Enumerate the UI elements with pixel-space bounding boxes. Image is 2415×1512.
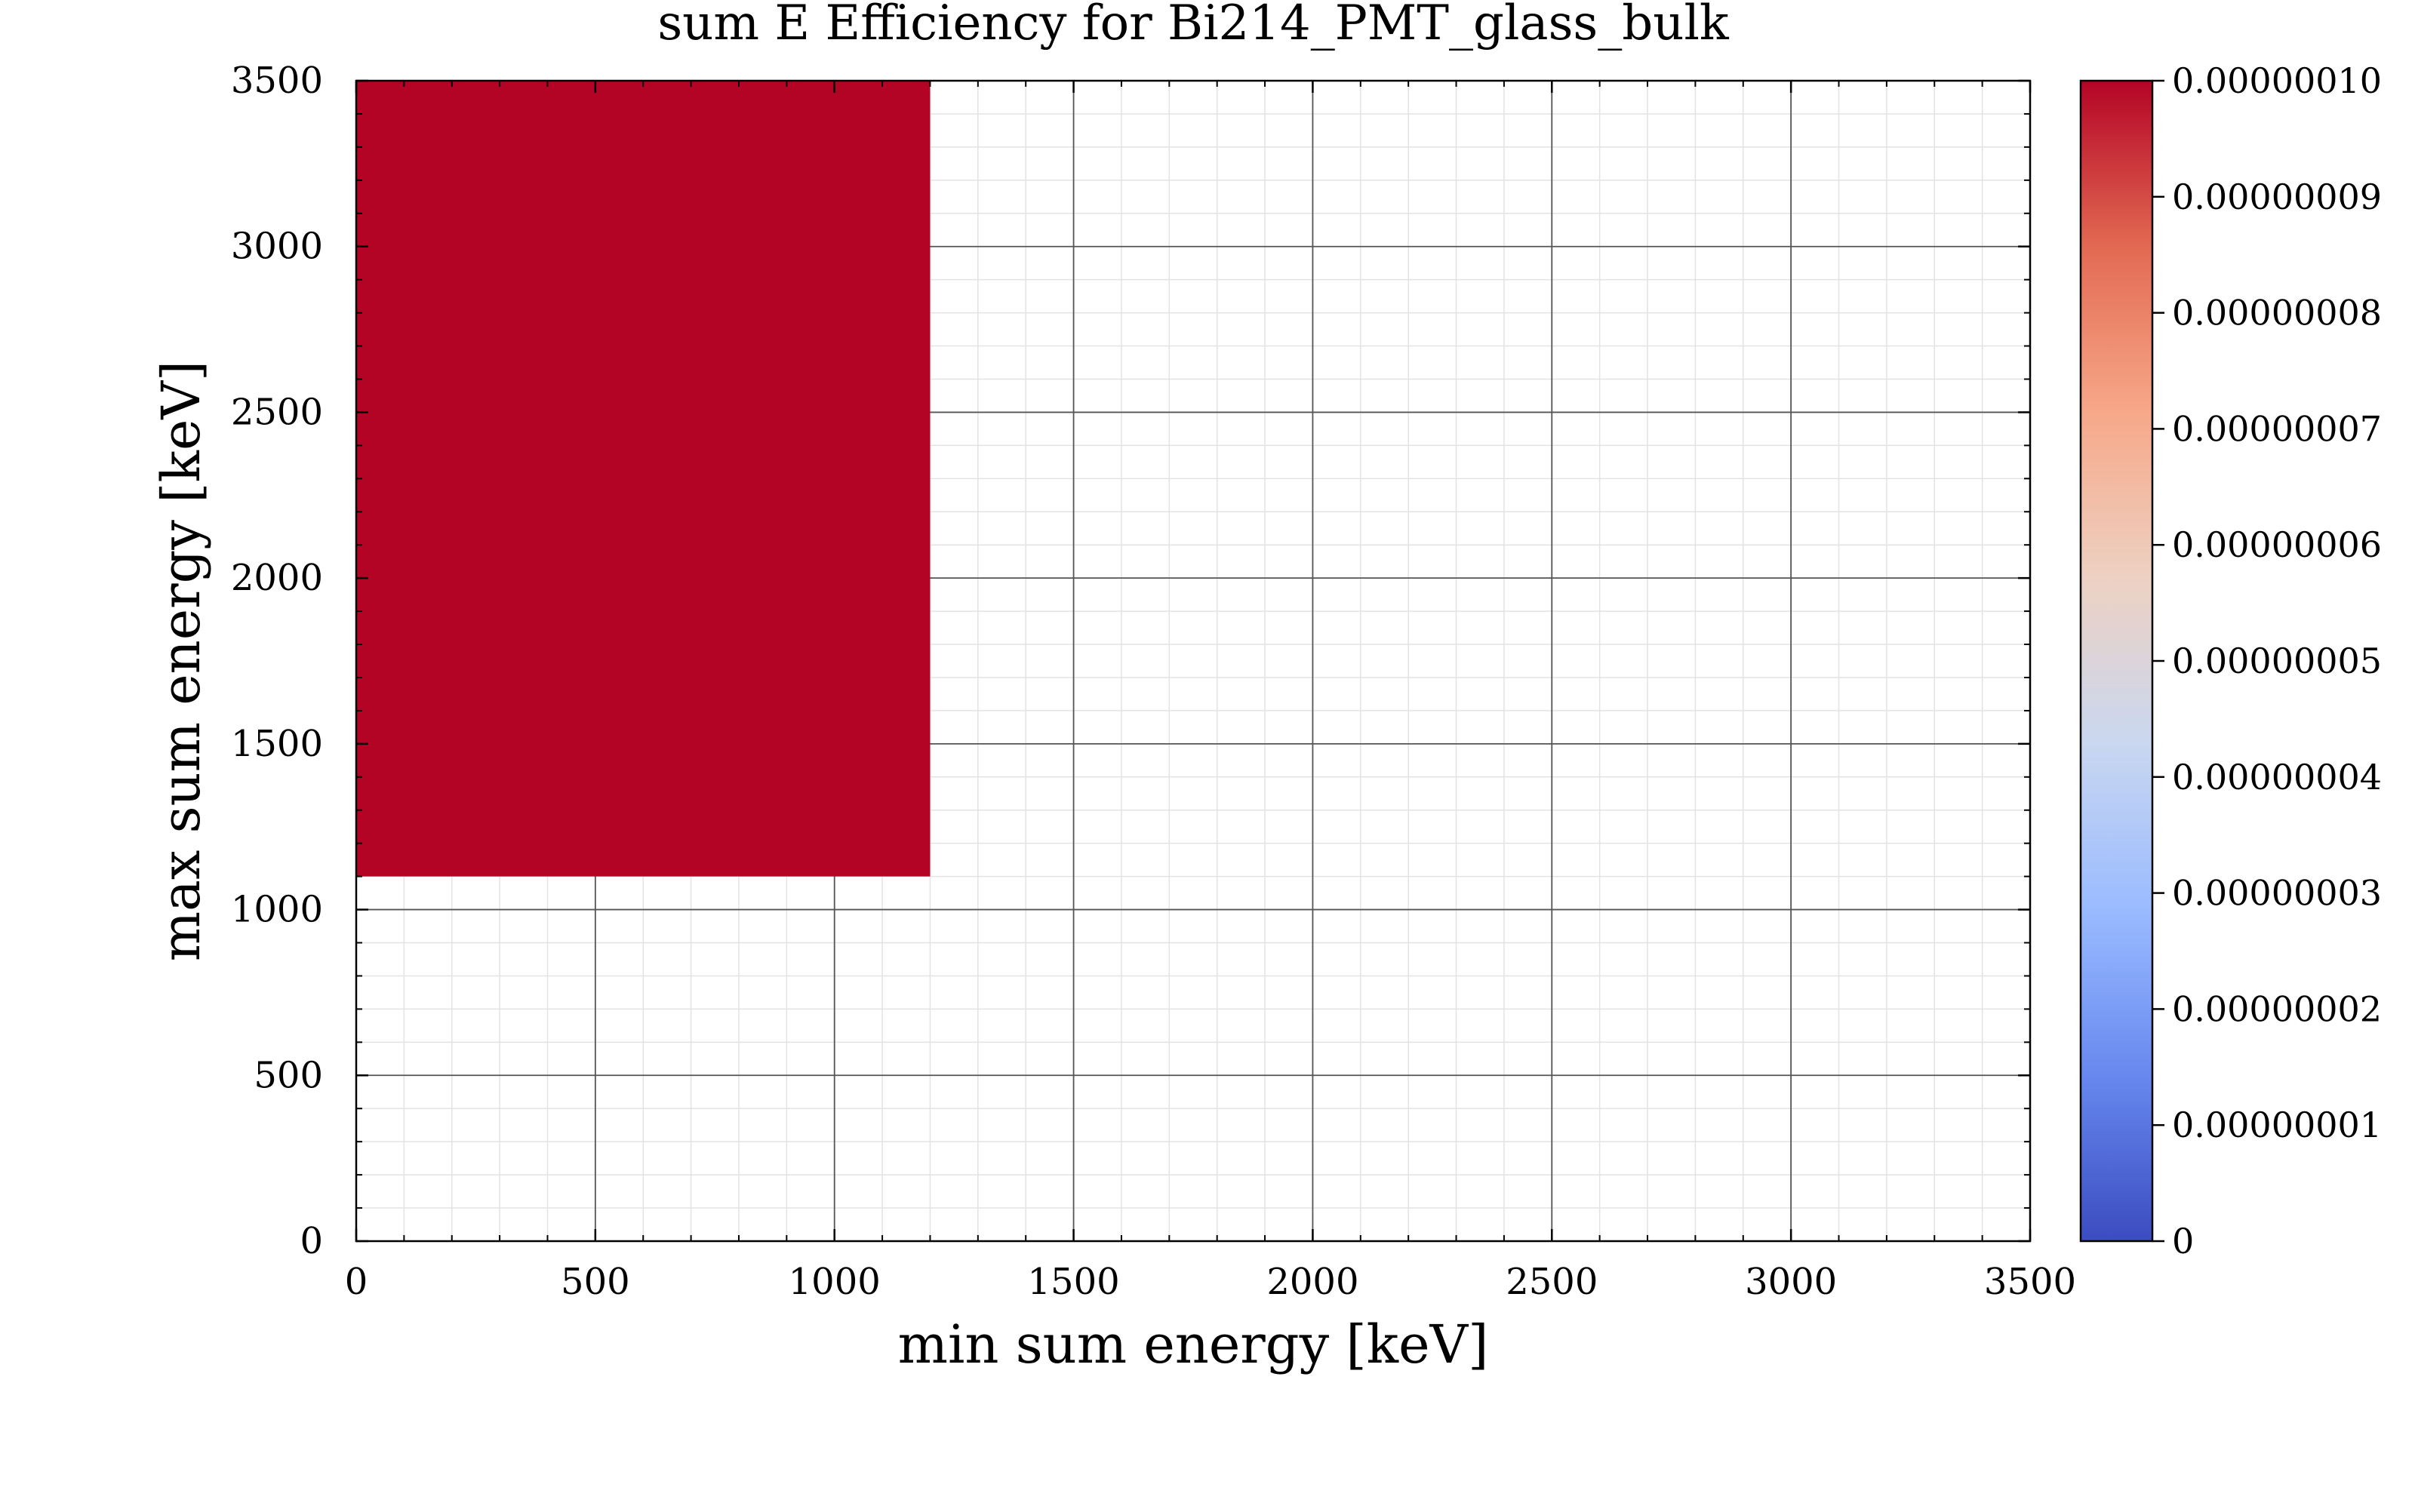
colorbar-tick-label: 0 [2172,1221,2194,1262]
y-tick-label: 2500 [231,391,323,433]
y-tick-label: 500 [254,1054,323,1096]
colorbar-tick-label: 0.00000010 [2172,60,2382,101]
heatmap-cells [356,81,931,877]
plot-frame [355,79,2032,1243]
colorbar: 0 0.00000001 0.00000002 0.00000003 0.0000000… [2079,60,2382,1262]
colorbar-gradient [2079,79,2154,1243]
chart-title: sum E Efficiency for Bi214_PMT_glass_bul… [657,0,1730,51]
colorbar-tick-label: 0.00000009 [2172,177,2382,217]
y-axis-label: max sum energy [keV] [150,361,212,962]
colorbar-tick-label: 0.00000008 [2172,293,2382,333]
y-tick-label: 1000 [231,889,323,931]
y-tick-label: 2000 [231,557,323,599]
x-tick-label: 2500 [1506,1261,1598,1303]
colorbar-tick-label: 0.00000007 [2172,408,2382,449]
x-tick-label: 0 [345,1261,368,1303]
colorbar-tick-label: 0.00000004 [2172,757,2382,797]
colorbar-tick-label: 0.00000005 [2172,641,2382,681]
heatmap-cell [356,81,931,877]
colorbar-tick-label: 0.00000001 [2172,1105,2382,1145]
x-axis-label: min sum energy [keV] [898,1314,1489,1375]
x-tick-label: 3000 [1745,1261,1837,1303]
y-tick-label: 3500 [231,60,323,102]
x-tick-label: 3500 [1984,1261,2076,1303]
x-tick-label: 1000 [789,1261,881,1303]
x-tick-label: 2000 [1266,1261,1358,1303]
colorbar-tick-label: 0.00000006 [2172,524,2382,565]
x-tick-label: 1500 [1027,1261,1119,1303]
axis-ticks [355,79,2032,1243]
y-tick-label: 3000 [231,226,323,268]
y-tick-label: 0 [300,1220,323,1262]
y-tick-label: 1500 [231,723,323,765]
y-tick-labels: 0 500 1000 1500 2000 2500 3000 3500 [231,60,323,1262]
colorbar-ticks: 0 0.00000001 0.00000002 0.00000003 0.0000000… [2152,60,2382,1262]
x-tick-label: 500 [561,1261,630,1303]
x-tick-labels: 0 500 1000 1500 2000 2500 3000 3500 [345,1261,2076,1303]
colorbar-tick-label: 0.00000003 [2172,873,2382,914]
colorbar-tick-label: 0.00000002 [2172,988,2382,1029]
